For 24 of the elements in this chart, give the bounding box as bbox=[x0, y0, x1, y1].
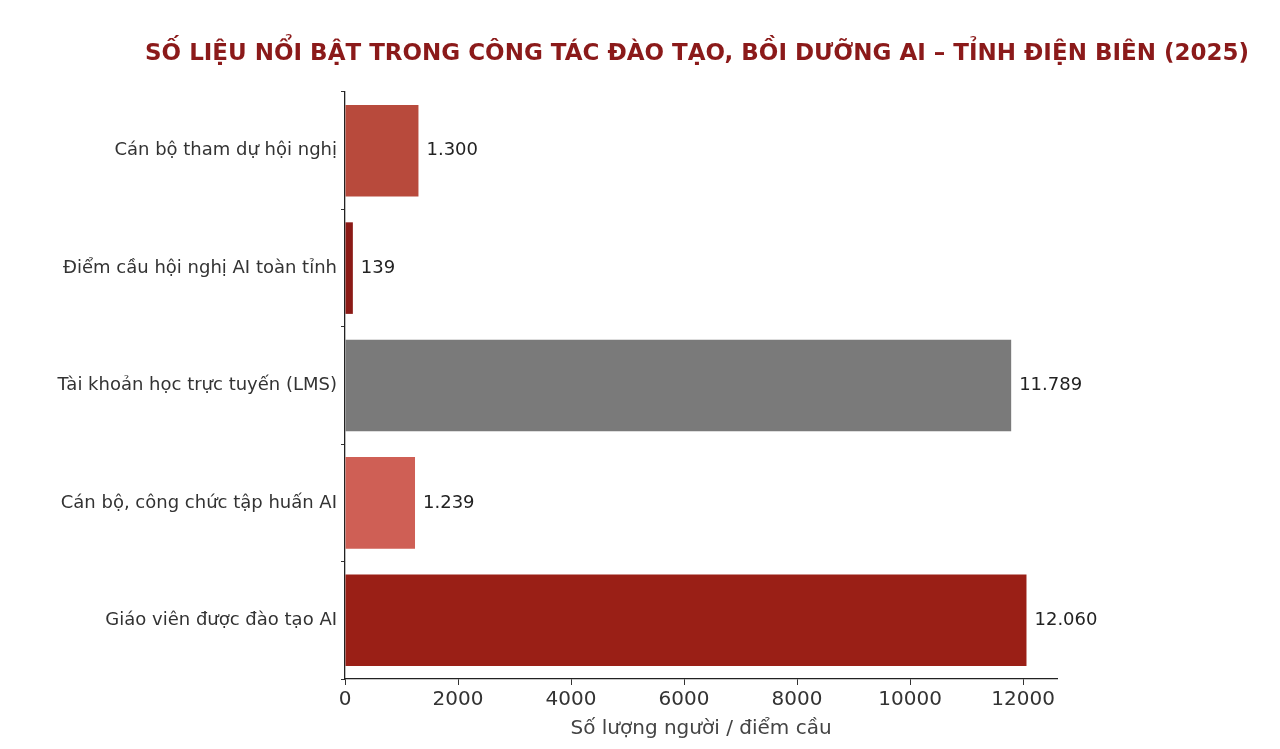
data-label: 12.060 bbox=[1034, 607, 1098, 629]
y-tick-label: Cán bộ tham dự hội nghị bbox=[114, 138, 337, 160]
x-tick-label: 12000 bbox=[991, 686, 1055, 711]
bar bbox=[345, 574, 1027, 667]
bar bbox=[345, 222, 353, 314]
y-tick-label: Tài khoản học trực tuyến (LMS) bbox=[56, 373, 337, 395]
y-tick-label: Giáo viên được đào tạo AI bbox=[105, 607, 337, 629]
bar bbox=[345, 339, 1012, 432]
bar bbox=[345, 457, 416, 549]
x-tick-label: 0 bbox=[338, 686, 352, 711]
y-tick-label: Điểm cầu hội nghị AI toàn tỉnh bbox=[63, 255, 337, 277]
data-label: 11.789 bbox=[1019, 373, 1083, 395]
data-label: 1.300 bbox=[426, 138, 478, 160]
x-tick-label: 8000 bbox=[771, 686, 823, 711]
x-tick-label: 4000 bbox=[545, 686, 597, 711]
data-label: 1.239 bbox=[423, 490, 475, 512]
x-tick-label: 10000 bbox=[878, 686, 942, 711]
x-tick-label: 6000 bbox=[658, 686, 710, 711]
data-label: 139 bbox=[360, 255, 396, 277]
y-tick-label: Cán bộ, công chức tập huấn AI bbox=[60, 490, 337, 512]
bar bbox=[345, 104, 419, 197]
chart-title: SỐ LIỆU NỔI BẬT TRONG CÔNG TÁC ĐÀO TẠO, BỒI DƯỠNG AI – TỈNH ĐIỆN BIÊN (2025) bbox=[145, 33, 1249, 65]
x-tick-label: 2000 bbox=[432, 686, 484, 711]
x-axis-title: Số lượng người / điểm cầu bbox=[570, 715, 832, 740]
